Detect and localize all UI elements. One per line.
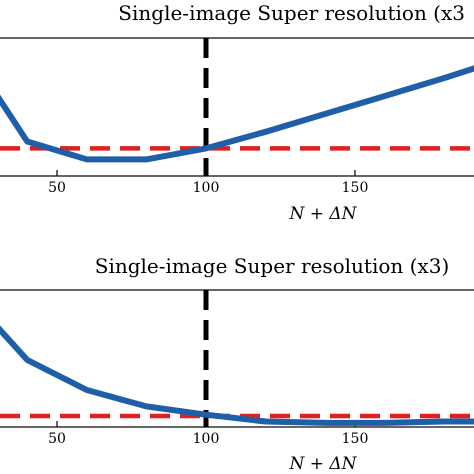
x-tick-label: 100 xyxy=(193,180,220,196)
panel-bottom-plot: 50 100 150 xyxy=(0,290,474,447)
series-line xyxy=(0,65,474,163)
panel-top-plot: 50 100 150 xyxy=(0,38,474,196)
panel-bottom: Single-image Super resolution (x3) 50 100… xyxy=(0,254,474,474)
x-tick-label: 150 xyxy=(342,180,369,196)
x-tick-label: 150 xyxy=(342,431,369,447)
x-tick-label: 100 xyxy=(193,431,220,447)
panel-top: Single-image Super resolution (x3 50 100 1… xyxy=(0,1,474,224)
panel-bottom-frame xyxy=(0,289,474,428)
panel-top-title: Single-image Super resolution (x3 xyxy=(118,1,465,25)
panel-bottom-xlabel: N + ΔN xyxy=(288,454,357,474)
panel-bottom-title: Single-image Super resolution (x3) xyxy=(95,254,450,278)
series-line xyxy=(0,325,474,426)
x-tick-label: 50 xyxy=(48,180,66,196)
x-tick-label: 50 xyxy=(48,431,66,447)
panel-top-xlabel: N + ΔN xyxy=(288,204,357,224)
panel-top-frame xyxy=(0,37,474,177)
